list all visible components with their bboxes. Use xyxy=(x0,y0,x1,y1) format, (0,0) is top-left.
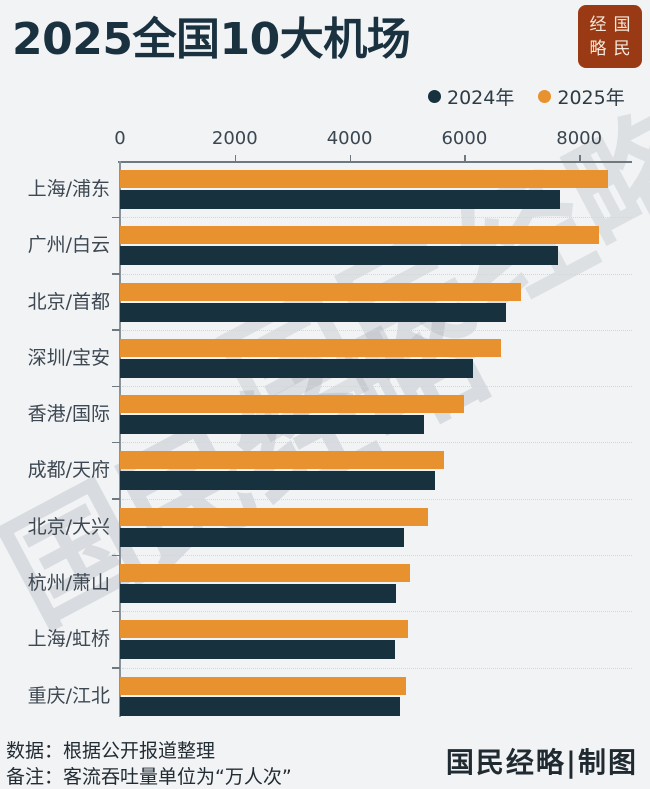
y-axis-tick xyxy=(112,216,120,219)
category-label: 上海/虹桥 xyxy=(27,628,110,651)
legend-dot-icon xyxy=(538,89,552,103)
y-axis-tick xyxy=(112,498,120,500)
row-divider xyxy=(122,329,632,331)
y-axis-tick xyxy=(112,329,120,331)
legend-label: 2025年 xyxy=(557,86,625,109)
category-label: 杭州/萧山 xyxy=(27,572,110,595)
bar-2025 xyxy=(120,564,410,583)
bar-2025 xyxy=(120,395,464,414)
bar-row: 上海/虹桥 xyxy=(0,612,650,669)
bar-2024 xyxy=(120,246,558,266)
bar-2024 xyxy=(120,471,436,491)
bar-2025 xyxy=(120,676,407,695)
category-label: 广州/白云 xyxy=(27,234,110,257)
y-axis-tick xyxy=(112,667,120,669)
y-axis-tick xyxy=(112,441,120,444)
bar-2024 xyxy=(120,415,425,435)
bar-row: 北京/首都 xyxy=(0,275,650,331)
category-label: 重庆/江北 xyxy=(27,684,110,707)
x-axis-tick-label: 6000 xyxy=(441,128,488,149)
category-label: 香港/国际 xyxy=(27,403,110,426)
x-axis-tick xyxy=(579,155,581,163)
legend-label: 2024年 xyxy=(447,86,515,109)
bar-2024 xyxy=(120,358,473,378)
x-axis-labels: 0 2000 4000 6000 8000 xyxy=(0,128,650,154)
legend-dot-icon xyxy=(428,89,441,103)
category-label: 北京/首都 xyxy=(27,290,110,313)
bar-2025 xyxy=(120,620,408,639)
legend: 2024年 2025年 xyxy=(428,83,625,110)
bar-row: 上海/浦东 xyxy=(0,162,650,219)
logo-char: 国 xyxy=(613,15,631,35)
y-axis-tick xyxy=(112,610,120,613)
bar-2025 xyxy=(120,226,599,245)
bar-row: 重庆/江北 xyxy=(0,669,650,725)
bar-2025 xyxy=(120,282,522,301)
category-label: 成都/天府 xyxy=(27,459,110,482)
legend-item-2025: 2025年 xyxy=(538,83,625,110)
y-axis-tick xyxy=(112,273,120,275)
row-divider xyxy=(122,555,632,557)
chart-title: 2025全国10大机场 xyxy=(12,14,411,65)
row-divider xyxy=(122,273,632,275)
y-axis-tick xyxy=(112,554,120,557)
unit-note: 备注：客流吞吐量单位为“万人次” xyxy=(6,766,292,788)
category-label: 北京/大兴 xyxy=(27,515,110,538)
x-axis-tick xyxy=(464,155,466,163)
x-axis-tick-label: 0 xyxy=(114,128,126,149)
category-label: 上海/浦东 xyxy=(27,178,110,200)
bar-2024 xyxy=(120,527,404,547)
bar-rows: 上海/浦东广州/白云北京/首都深圳/宝安香港/国际成都/天府北京/大兴杭州/萧山… xyxy=(0,162,650,725)
logo-char: 略 xyxy=(589,39,607,59)
bar-2025 xyxy=(120,507,429,526)
data-source-note: 数据：根据公开报道整理 xyxy=(6,740,216,762)
x-axis-tick xyxy=(349,155,352,163)
x-axis-tick-label: 2000 xyxy=(211,128,258,149)
bar-row: 深圳/宝安 xyxy=(0,331,650,388)
brand-logo: 经 国 略 民 xyxy=(578,5,642,68)
bar-2024 xyxy=(120,640,395,660)
bar-row: 香港/国际 xyxy=(0,387,650,444)
x-axis-line xyxy=(118,161,632,163)
row-divider xyxy=(122,217,632,219)
logo-char: 经 xyxy=(589,15,607,35)
row-divider xyxy=(122,667,632,669)
bar-row: 北京/大兴 xyxy=(0,500,650,557)
bar-2024 xyxy=(120,190,561,209)
bar-row: 成都/天府 xyxy=(0,443,650,500)
x-axis-tick xyxy=(234,155,237,163)
row-divider xyxy=(122,442,632,444)
bar-row: 杭州/萧山 xyxy=(0,556,650,613)
credit-text: 国民经略|制图 xyxy=(445,746,638,779)
bar-2024 xyxy=(120,584,396,604)
bar-2024 xyxy=(120,302,507,322)
bar-2024 xyxy=(120,696,400,716)
bar-2025 xyxy=(120,338,501,357)
y-axis-tick xyxy=(112,385,120,388)
legend-item-2024: 2024年 xyxy=(428,83,514,110)
y-axis-line xyxy=(119,161,121,717)
row-divider xyxy=(122,611,632,613)
row-divider xyxy=(122,498,632,500)
bar-row: 广州/白云 xyxy=(0,218,650,275)
row-divider xyxy=(122,386,632,388)
category-label: 深圳/宝安 xyxy=(27,346,110,369)
bar-2025 xyxy=(120,451,445,470)
bar-2025 xyxy=(120,170,608,188)
x-axis-tick-label: 8000 xyxy=(556,128,603,149)
x-axis-tick-label: 4000 xyxy=(326,128,373,149)
logo-char: 民 xyxy=(613,39,631,59)
